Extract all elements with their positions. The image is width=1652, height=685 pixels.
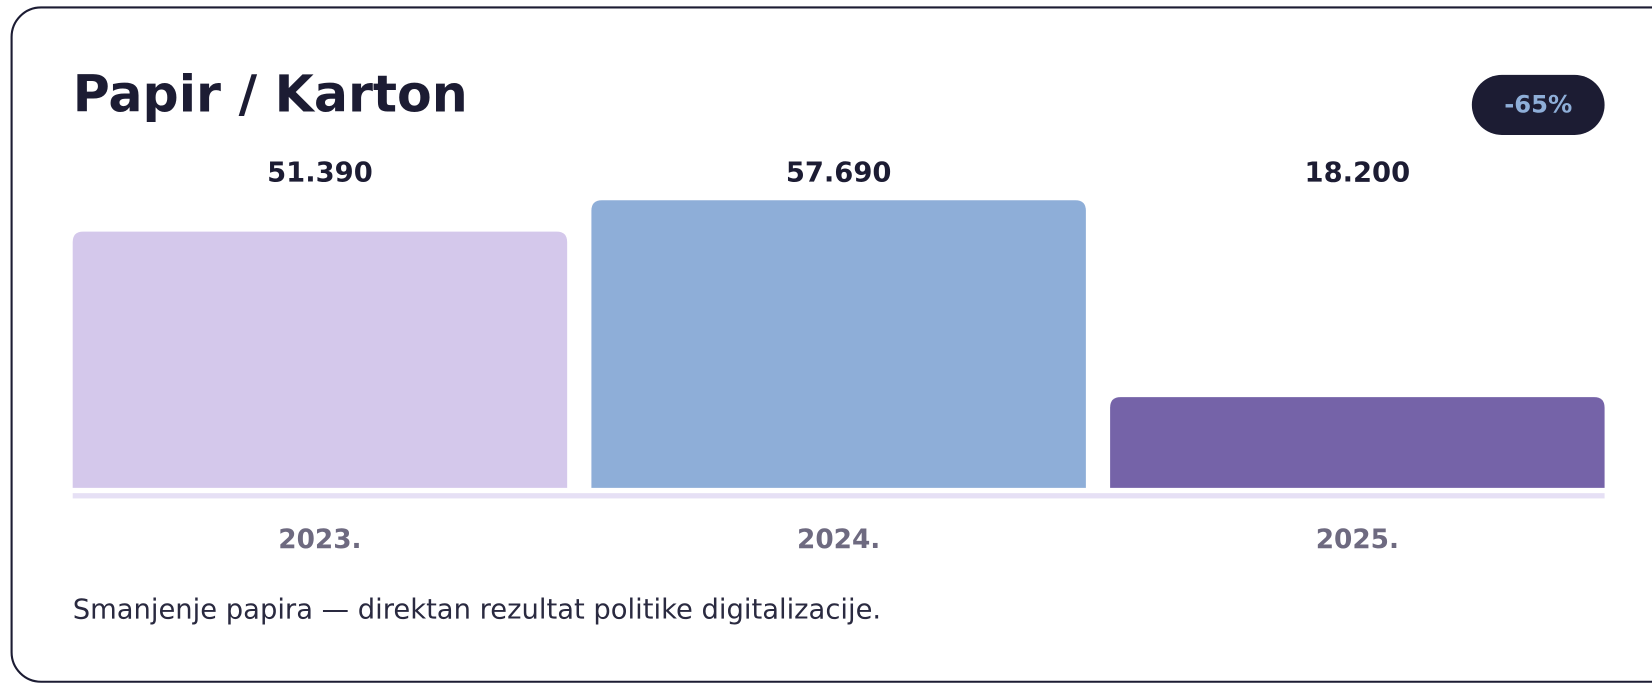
bar <box>72 231 568 488</box>
bar <box>1110 397 1605 488</box>
note: Smanjenje papira — direktan rezultat pol… <box>73 595 881 626</box>
badge <box>1471 74 1605 135</box>
badge-text: -65% <box>1504 90 1572 118</box>
value-label: 18.200 <box>1305 157 1411 188</box>
x-tick-label: 2024. <box>797 525 880 555</box>
baseline <box>72 493 1605 499</box>
x-tick-label: 2025. <box>1316 525 1399 555</box>
bar <box>591 200 1086 488</box>
chart-title: Papir / Karton <box>73 65 468 124</box>
x-tick-label: 2023. <box>278 525 361 555</box>
value-label: 51.390 <box>267 157 373 188</box>
value-label: 57.690 <box>786 157 892 188</box>
